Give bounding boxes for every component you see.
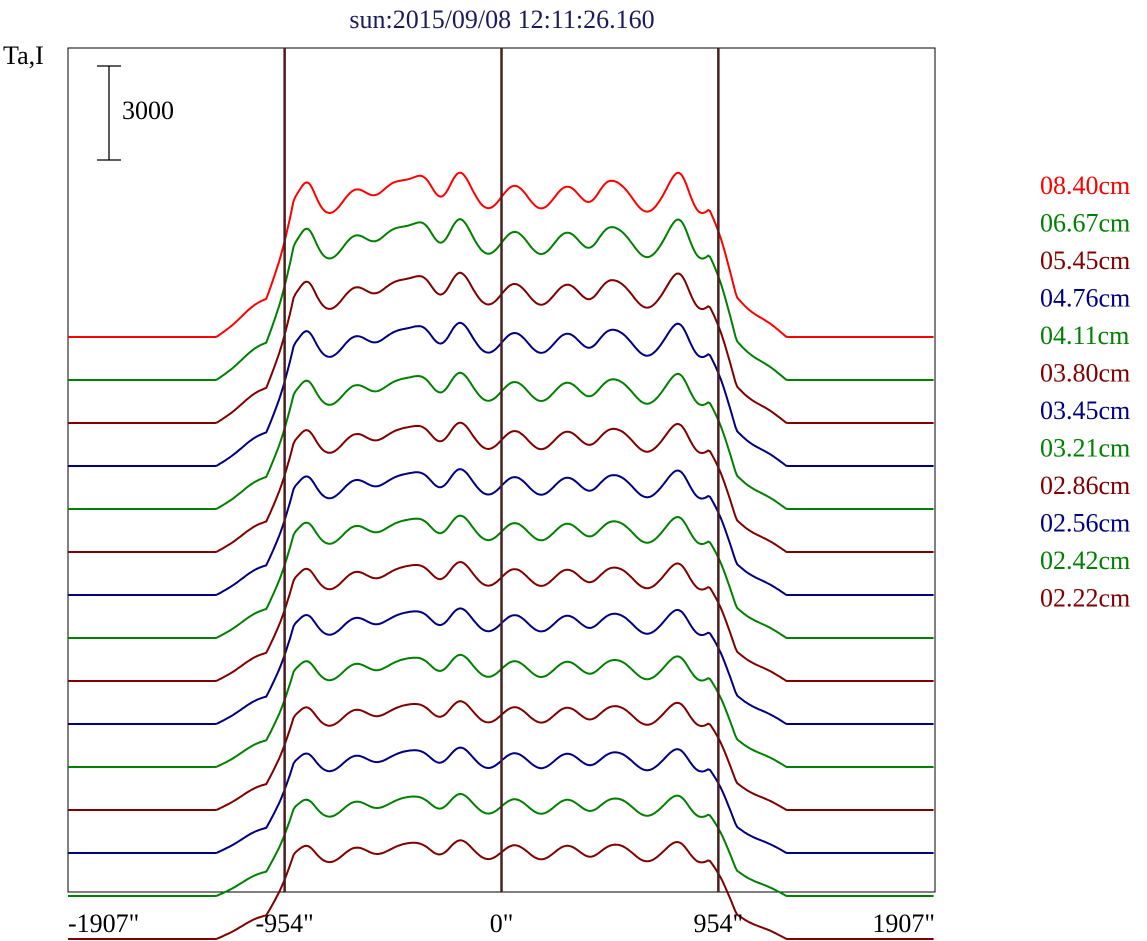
y-axis-label: Ta,I bbox=[3, 41, 44, 70]
legend-entry-9: 02.56cm bbox=[1040, 509, 1130, 538]
legend-entry-3: 04.76cm bbox=[1040, 284, 1130, 313]
scale-bar-label: 3000 bbox=[122, 96, 174, 125]
legend-entry-0: 08.40cm bbox=[1040, 171, 1130, 200]
scale-bar: 3000 bbox=[97, 65, 174, 161]
legend-entry-10: 02.42cm bbox=[1040, 546, 1130, 575]
legend-entry-6: 03.45cm bbox=[1040, 396, 1130, 425]
legend-entry-4: 04.11cm bbox=[1040, 321, 1129, 350]
chart-title: sun:2015/09/08 12:11:26.160 bbox=[349, 5, 654, 34]
legend: 08.40cm 06.67cm 05.45cm 04.76cm 04.11cm 03.80… bbox=[1040, 171, 1130, 613]
x-tick-label-2: 0" bbox=[490, 909, 514, 938]
legend-entry-7: 03.21cm bbox=[1040, 434, 1130, 463]
x-tick-label-3: 954" bbox=[694, 909, 744, 938]
marker-lines bbox=[283, 48, 720, 892]
legend-entry-1: 06.67cm bbox=[1040, 209, 1130, 238]
x-tick-label-0: -1907" bbox=[68, 909, 139, 938]
x-tick-label-1: -954" bbox=[255, 909, 313, 938]
legend-entry-2: 05.45cm bbox=[1040, 246, 1130, 275]
x-tick-label-4: 1907" bbox=[872, 909, 935, 938]
legend-entry-8: 02.86cm bbox=[1040, 471, 1130, 500]
x-tick-labels: -1907" -954" 0" 954" 1907" bbox=[68, 909, 935, 938]
legend-entry-5: 03.80cm bbox=[1040, 359, 1130, 388]
legend-entry-11: 02.22cm bbox=[1040, 584, 1130, 613]
